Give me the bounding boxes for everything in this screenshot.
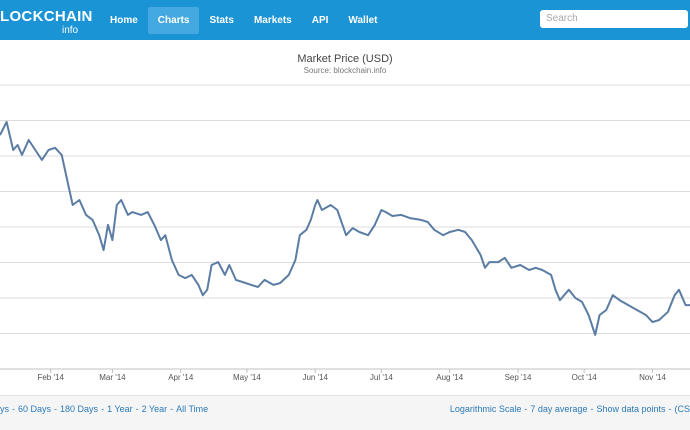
chart-title: Market Price (USD) (297, 53, 392, 65)
logo[interactable]: LOCKCHAIN (0, 8, 93, 25)
x-tick-label: Apr '14 (168, 373, 194, 382)
nav-item[interactable]: API (311, 15, 329, 26)
chart: Market Price (USD) Source: blockchain.in… (0, 53, 690, 382)
separator: - (135, 404, 139, 414)
separator: - (668, 404, 672, 414)
nav: Home Charts Stats Markets API Wallet (100, 7, 388, 34)
link[interactable]: Logarithmic Scale (449, 404, 522, 414)
x-tick-label: Feb '14 (37, 373, 64, 382)
link[interactable]: 1 Year (107, 404, 133, 414)
separator: - (12, 404, 15, 414)
nav-item[interactable]: Home (110, 15, 138, 26)
search-box[interactable]: Search (540, 10, 688, 28)
link[interactable]: All Time (176, 404, 209, 414)
link[interactable]: 180 Days (60, 404, 99, 414)
x-tick-label: May '14 (233, 373, 261, 382)
link[interactable]: 7 day average (530, 404, 588, 414)
link[interactable]: 2 Year (141, 404, 168, 414)
link[interactable]: Show data points (596, 404, 666, 414)
x-tick-label: Oct '14 (572, 373, 598, 382)
chart-subtitle: Source: blockchain.info (304, 66, 387, 75)
nav-item[interactable]: Markets (253, 15, 292, 26)
x-tick-label: Mar '14 (99, 373, 126, 382)
separator: - (170, 404, 174, 414)
x-tick-label: Jun '14 (302, 373, 328, 382)
logo-sub: info (62, 25, 79, 36)
nav-item[interactable]: Stats (209, 15, 234, 26)
link[interactable]: (CS (674, 404, 690, 414)
x-tick-label: Sep '14 (505, 373, 532, 382)
x-tick-label: Aug '14 (436, 373, 463, 382)
footer: ys -60 Days -180 Days -1 Year -2 Year - All Ti… (0, 395, 690, 430)
separator: - (101, 404, 105, 414)
option-links: Logarithmic Scale -7 day average - Show dat… (450, 404, 690, 414)
top-bar: LOCKCHAIN info Home Charts Stats Markets API… (0, 0, 690, 40)
separator: - (54, 404, 58, 414)
link[interactable]: ys (0, 404, 9, 414)
x-tick-label: Jul '14 (370, 373, 393, 382)
x-tick-label: Nov '14 (639, 373, 666, 382)
price-line (0, 120, 690, 336)
nav-item[interactable]: Wallet (348, 15, 378, 26)
separator: - (590, 404, 594, 414)
nav-item[interactable]: Charts (147, 7, 200, 34)
range-links: ys -60 Days -180 Days -1 Year -2 Year - All Ti… (0, 404, 208, 414)
separator: - (524, 404, 528, 414)
link[interactable]: 60 Days (18, 404, 52, 414)
